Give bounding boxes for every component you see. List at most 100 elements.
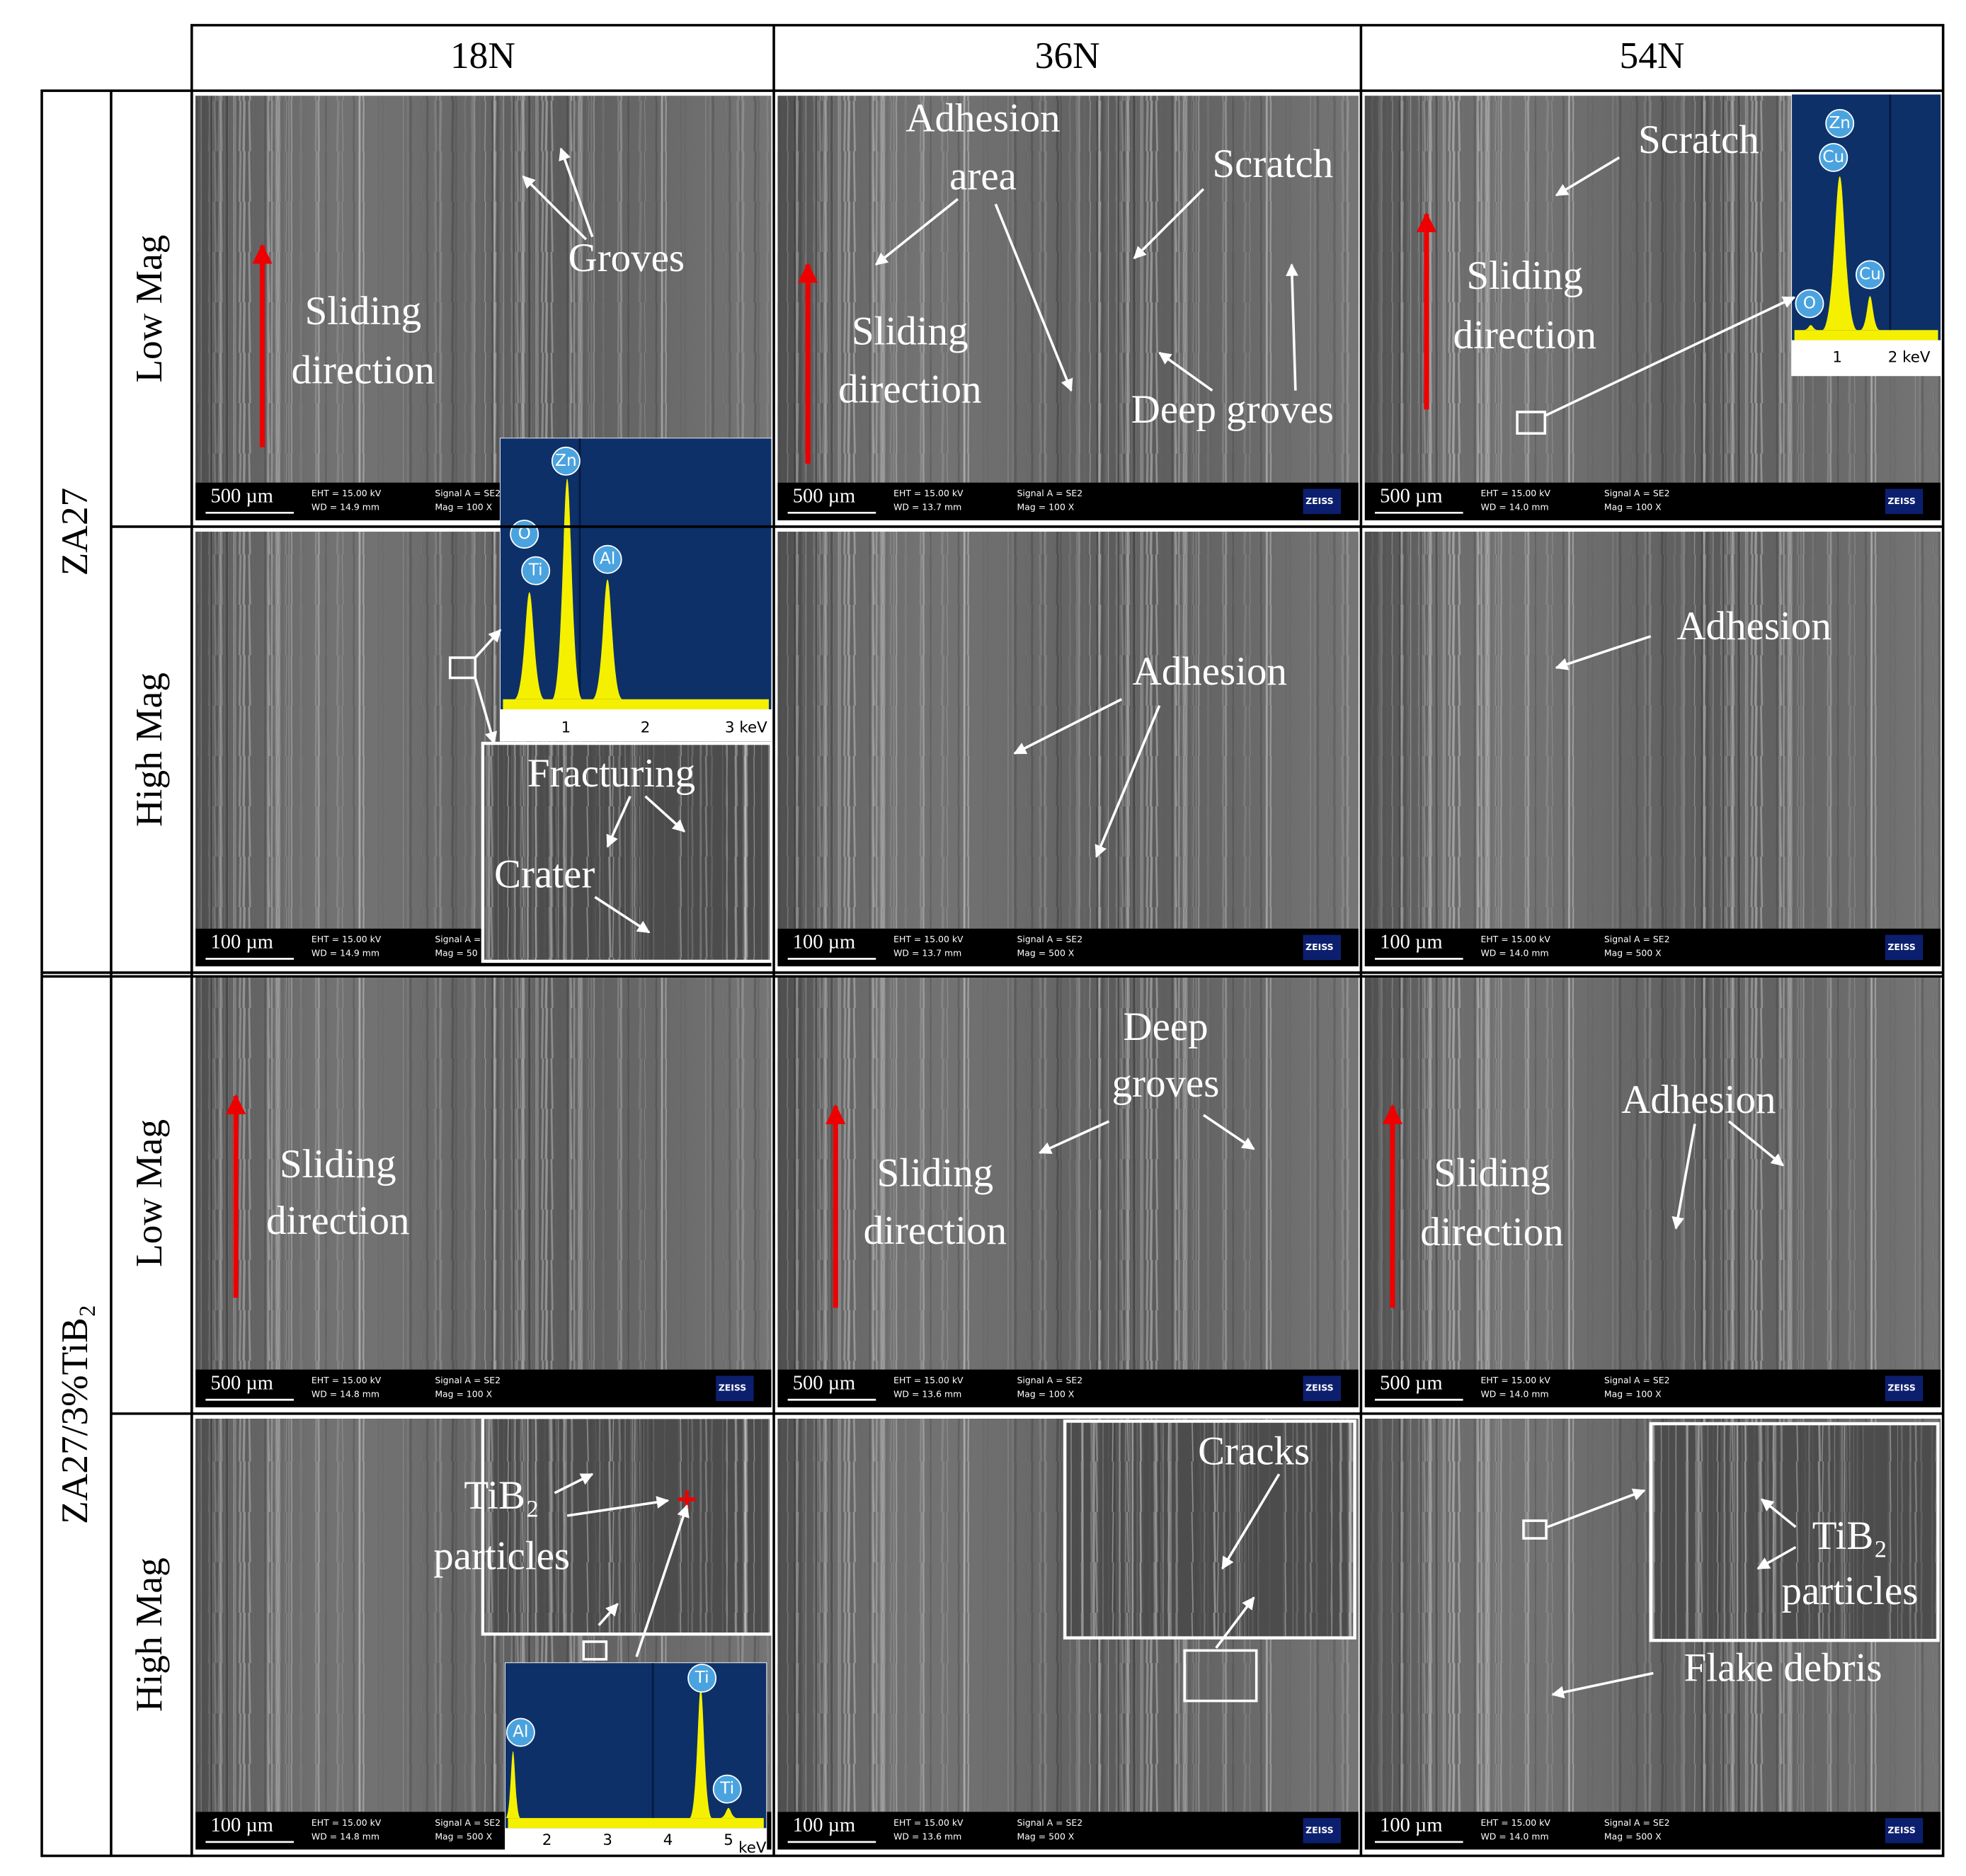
info-text: EHT = 15.00 kV xyxy=(1480,488,1550,498)
row-label: High Mag xyxy=(127,1557,170,1712)
info-text: WD = 14.0 mm xyxy=(1480,948,1548,959)
logo: ZEISS xyxy=(719,1383,747,1393)
inset-image xyxy=(481,741,773,963)
sem-panel: 100 µm EHT = 15.00 kV WD = 14.0 mm Signal A… xyxy=(1364,532,1941,967)
element-label: Zn xyxy=(1829,114,1851,132)
sem-shade xyxy=(195,978,772,1370)
info-text: EHT = 15.00 kV xyxy=(312,1817,382,1828)
info-text: Signal A = SE2 xyxy=(1017,934,1083,944)
row-label: Low Mag xyxy=(127,1119,170,1267)
logo-box xyxy=(1303,934,1341,961)
info-text: EHT = 15.00 kV xyxy=(1480,1375,1550,1385)
info-text: Signal A = SE2 xyxy=(1604,488,1670,498)
sem-shade xyxy=(777,96,1359,483)
pointer-arrow xyxy=(1133,188,1205,260)
sem-shade xyxy=(777,978,1359,1370)
pointer-arrow xyxy=(994,203,1073,392)
eds-peak xyxy=(719,1807,738,1819)
pointer-arrow xyxy=(559,147,594,238)
pointer-arrow xyxy=(1551,1671,1654,1699)
logo-box xyxy=(1303,1818,1341,1843)
info-text: Signal A = SE2 xyxy=(1604,1375,1670,1385)
pointer-arrow xyxy=(644,795,686,833)
annotation: direction xyxy=(266,1199,409,1243)
logo: ZEISS xyxy=(1305,1824,1334,1835)
pointer-arrow xyxy=(554,1472,594,1494)
element-badge xyxy=(551,446,581,476)
scale-bar-label: 100 µm xyxy=(1380,932,1442,954)
info-text: Signal A = SE2 xyxy=(1017,488,1083,498)
annotation: direction xyxy=(864,1208,1007,1253)
annotation: Scratch xyxy=(1638,118,1759,162)
element-label: Al xyxy=(600,550,615,568)
info-text: WD = 13.6 mm xyxy=(893,1389,961,1400)
pointer-arrow xyxy=(1202,1114,1255,1150)
eds-peak xyxy=(689,1688,712,1819)
info-text: Mag = 500 X xyxy=(1604,1831,1662,1841)
info-text: Signal A = SE2 xyxy=(435,488,501,498)
pointer-arrow xyxy=(1544,296,1796,417)
logo-box xyxy=(1303,488,1341,515)
pointer-arrow xyxy=(474,677,498,745)
info-strip xyxy=(777,1812,1359,1850)
annotation: direction xyxy=(838,367,981,411)
info-text: Mag = 100 X xyxy=(1017,502,1075,513)
annotation: particles xyxy=(433,1533,570,1578)
pointer-arrow xyxy=(1013,698,1123,755)
element-label: Cu xyxy=(1822,148,1844,166)
logo: ZEISS xyxy=(1887,942,1916,952)
info-text: Mag = 500 X xyxy=(1017,1831,1075,1841)
element-label: Zn xyxy=(555,452,577,470)
annotation: Sliding xyxy=(280,1142,396,1186)
info-text: EHT = 15.00 kV xyxy=(1480,934,1550,944)
annotation: groves xyxy=(1112,1061,1220,1106)
scale-bar-label: 100 µm xyxy=(211,932,273,954)
element-badge xyxy=(687,1664,717,1693)
annotation: Adhesion xyxy=(1133,649,1287,694)
info-text: EHT = 15.00 kV xyxy=(312,488,382,498)
element-badge xyxy=(521,556,551,585)
pointer-arrow xyxy=(1221,1473,1281,1570)
logo: ZEISS xyxy=(1887,496,1916,506)
element-badge xyxy=(712,1774,742,1804)
info-text: Signal A = SE2 xyxy=(435,1817,501,1828)
eds-tick-label: 3 keV xyxy=(725,719,767,737)
pointer-arrow xyxy=(1547,1488,1646,1528)
row-label: High Mag xyxy=(127,673,170,827)
pointer-arrow xyxy=(1727,1120,1785,1167)
annotation: Sliding xyxy=(877,1150,994,1195)
element-label: O xyxy=(1803,294,1816,312)
scale-bar-label: 100 µm xyxy=(793,932,855,954)
element-label: Al xyxy=(513,1723,528,1741)
group-label: ZA27/3%TiB₂ xyxy=(53,1305,96,1524)
group-label: ZA27 xyxy=(53,488,96,576)
info-text: WD = 13.7 mm xyxy=(893,502,961,513)
eds-tick-label: 2 keV xyxy=(1888,348,1931,366)
info-strip xyxy=(777,482,1359,521)
column-header: 36N xyxy=(1035,34,1100,76)
eds-peak xyxy=(1803,325,1819,331)
sem-panel: 500 µm EHT = 15.00 kV WD = 13.7 mm Signal A… xyxy=(777,96,1359,521)
info-strip xyxy=(1364,928,1941,967)
pointer-arrow xyxy=(1215,1596,1255,1649)
region-marker xyxy=(1522,1519,1548,1540)
sem-shade xyxy=(195,96,772,483)
pointer-arrow xyxy=(522,175,588,241)
info-text: Mag = 500 X xyxy=(1017,948,1075,959)
logo-box xyxy=(1885,1375,1924,1402)
eds-tick-label: 1 xyxy=(561,719,571,737)
scale-bar-label: 500 µm xyxy=(1380,486,1442,508)
info-strip xyxy=(1364,1369,1941,1407)
grid xyxy=(40,23,1945,1858)
info-text: Signal A = SE2 xyxy=(1017,1375,1083,1385)
pointer-arrow xyxy=(1671,1123,1696,1230)
annotation: particles xyxy=(1782,1569,1919,1613)
eds-tick-label: 5 xyxy=(724,1831,733,1849)
sem-panel: 500 µm EHT = 15.00 kV WD = 14.9 mm Signal A… xyxy=(195,96,772,521)
logo: ZEISS xyxy=(1305,496,1334,506)
sem-panel: 100 µm EHT = 15.00 kV WD = 14.9 mm Signal A… xyxy=(195,437,773,967)
column-header: 18N xyxy=(450,34,515,76)
logo-box xyxy=(1303,1375,1341,1402)
